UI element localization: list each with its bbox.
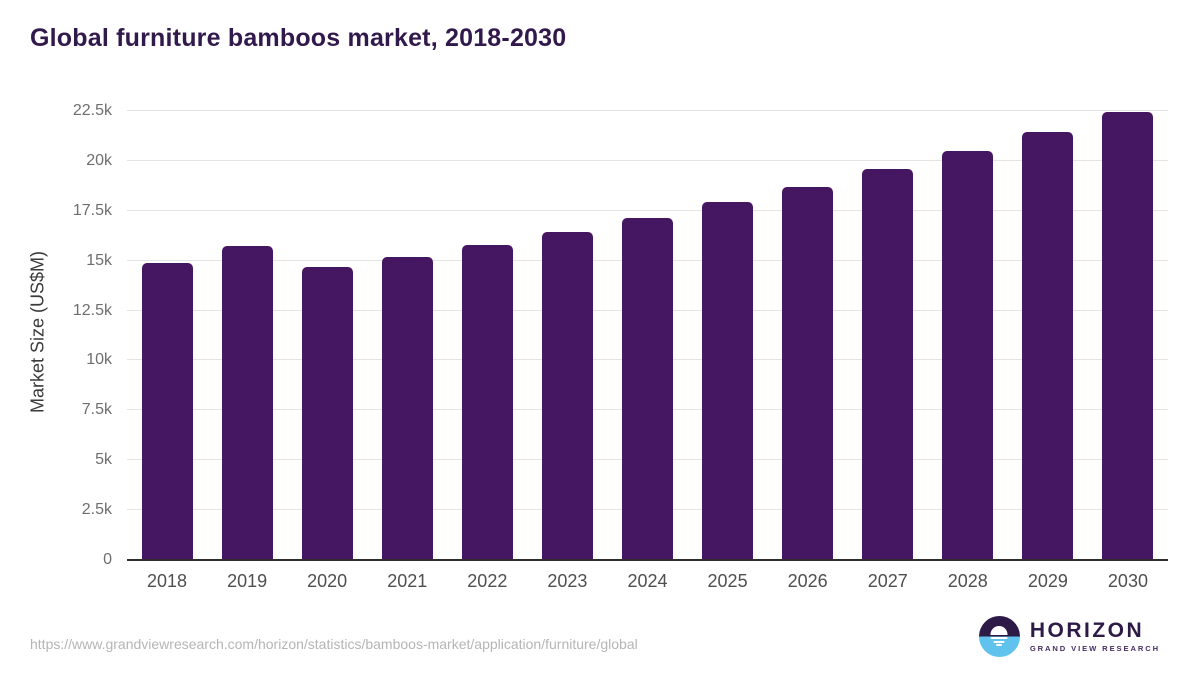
x-tick-label-2018: 2018 bbox=[147, 571, 188, 591]
bar-2020 bbox=[301, 266, 353, 560]
bar-2026 bbox=[782, 186, 834, 560]
bar-2024 bbox=[622, 217, 673, 560]
horizon-logo: HORIZON GRAND VIEW RESEARCH bbox=[978, 616, 1160, 657]
x-tick-label-2029: 2029 bbox=[1027, 571, 1068, 591]
x-tick-label-2021: 2021 bbox=[387, 571, 428, 591]
bar-2029 bbox=[1022, 131, 1074, 560]
y-tick-label: 22.5k bbox=[72, 102, 112, 119]
bar-2027 bbox=[862, 168, 914, 560]
bar-2030 bbox=[1102, 112, 1154, 560]
gridline-22.5k bbox=[127, 110, 1168, 111]
plot-area bbox=[127, 110, 1168, 560]
y-tick-label: 15k bbox=[86, 251, 112, 269]
y-tick-label: 20k bbox=[86, 151, 112, 169]
y-axis-title: Market Size (US$M) bbox=[27, 250, 48, 414]
y-tick-label: 17.5k bbox=[72, 201, 112, 219]
x-tick-label-2028: 2028 bbox=[947, 571, 988, 591]
bar-2023 bbox=[541, 231, 593, 560]
logo-subtitle: GRAND VIEW RESEARCH bbox=[1029, 644, 1160, 653]
y-tick-label: 12.5k bbox=[72, 301, 112, 319]
bar-2019 bbox=[221, 245, 273, 560]
logo-text: HORIZON GRAND VIEW RESEARCH bbox=[1030, 620, 1160, 653]
logo-title: HORIZON bbox=[1029, 619, 1145, 642]
x-tick-label-2025: 2025 bbox=[707, 571, 748, 591]
horizon-sun-icon bbox=[978, 616, 1020, 657]
x-tick-label-2022: 2022 bbox=[467, 571, 508, 591]
y-tick-label: 5k bbox=[95, 451, 112, 469]
y-tick-label: 7.5k bbox=[81, 401, 112, 419]
x-axis-line bbox=[127, 559, 1168, 561]
gridline-17.5k bbox=[127, 209, 1168, 211]
sun-reflection-dash bbox=[993, 640, 1005, 643]
bar-2025 bbox=[702, 201, 754, 560]
x-tick-label-2030: 2030 bbox=[1107, 571, 1148, 591]
bar-2021 bbox=[381, 256, 433, 560]
x-tick-label-2020: 2020 bbox=[307, 571, 348, 591]
bar-2018 bbox=[141, 262, 193, 560]
page-title: Global furniture bamboos market, 2018-20… bbox=[30, 24, 567, 52]
source-url: https://www.grandviewresearch.com/horizo… bbox=[30, 636, 638, 652]
x-tick-label-2019: 2019 bbox=[227, 571, 268, 591]
x-tick-label-2027: 2027 bbox=[867, 571, 908, 591]
bar-2022 bbox=[461, 244, 513, 560]
sun-reflection-dash bbox=[990, 636, 1008, 639]
sun-reflection-dash bbox=[996, 644, 1003, 646]
sun-shape bbox=[990, 626, 1008, 635]
x-tick-label-2026: 2026 bbox=[787, 571, 828, 591]
y-tick-label: 2.5k bbox=[81, 501, 112, 519]
bar-2028 bbox=[942, 150, 994, 560]
x-tick-label-2023: 2023 bbox=[547, 571, 588, 591]
gridline-20k bbox=[127, 159, 1168, 161]
x-tick-label-2024: 2024 bbox=[627, 571, 668, 591]
y-tick-label: 0 bbox=[103, 551, 112, 568]
y-tick-label: 10k bbox=[86, 351, 112, 369]
